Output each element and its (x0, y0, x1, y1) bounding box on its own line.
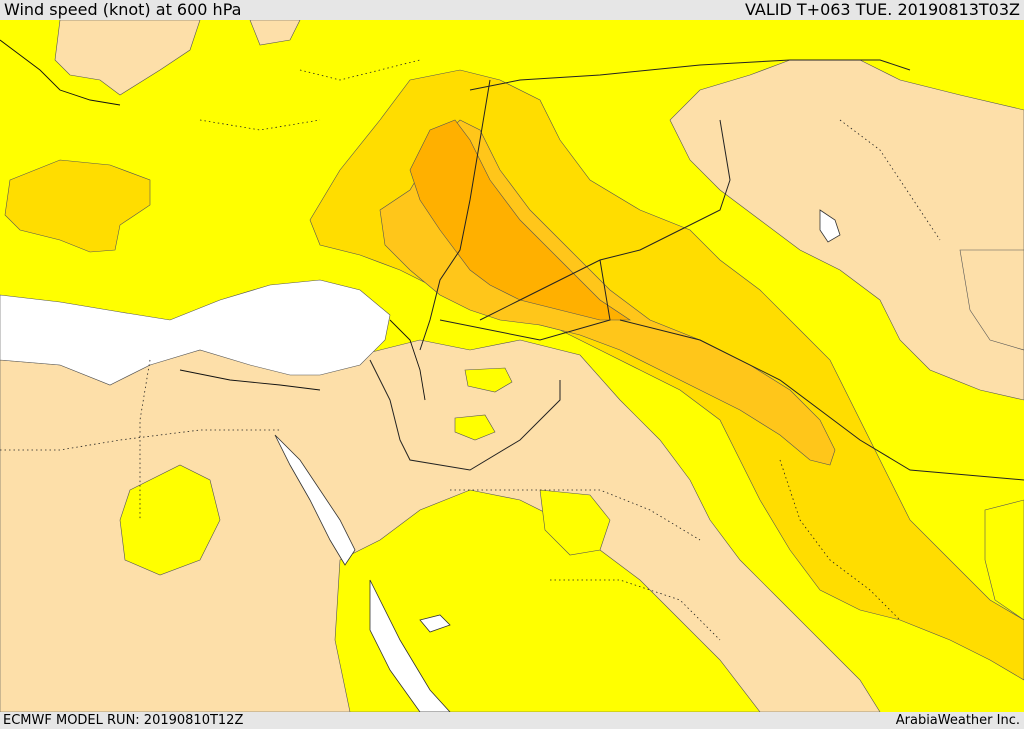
credit: ArabiaWeather Inc. (895, 713, 1020, 728)
wind-band-gold-west (4, 159, 151, 253)
header-bar: Wind speed (knot) at 600 hPa VALID T+063… (0, 0, 1024, 20)
footer-bar: ECMWF MODEL RUN: 20190810T12Z ArabiaWeat… (0, 712, 1024, 729)
wind-band-yellow-islands (119, 367, 1024, 712)
wind-band-white (0, 279, 391, 386)
borders (0, 59, 1024, 641)
sea-areas (274, 209, 841, 712)
valid-time: VALID T+063 TUE. 20190813T03Z (744, 0, 1020, 19)
wind-band-orange-core (409, 119, 631, 321)
model-run: ECMWF MODEL RUN: 20190810T12Z (3, 713, 244, 728)
coastlines (0, 39, 426, 401)
map-title: Wind speed (knot) at 600 hPa (4, 0, 242, 19)
wind-speed-map (0, 20, 1024, 712)
